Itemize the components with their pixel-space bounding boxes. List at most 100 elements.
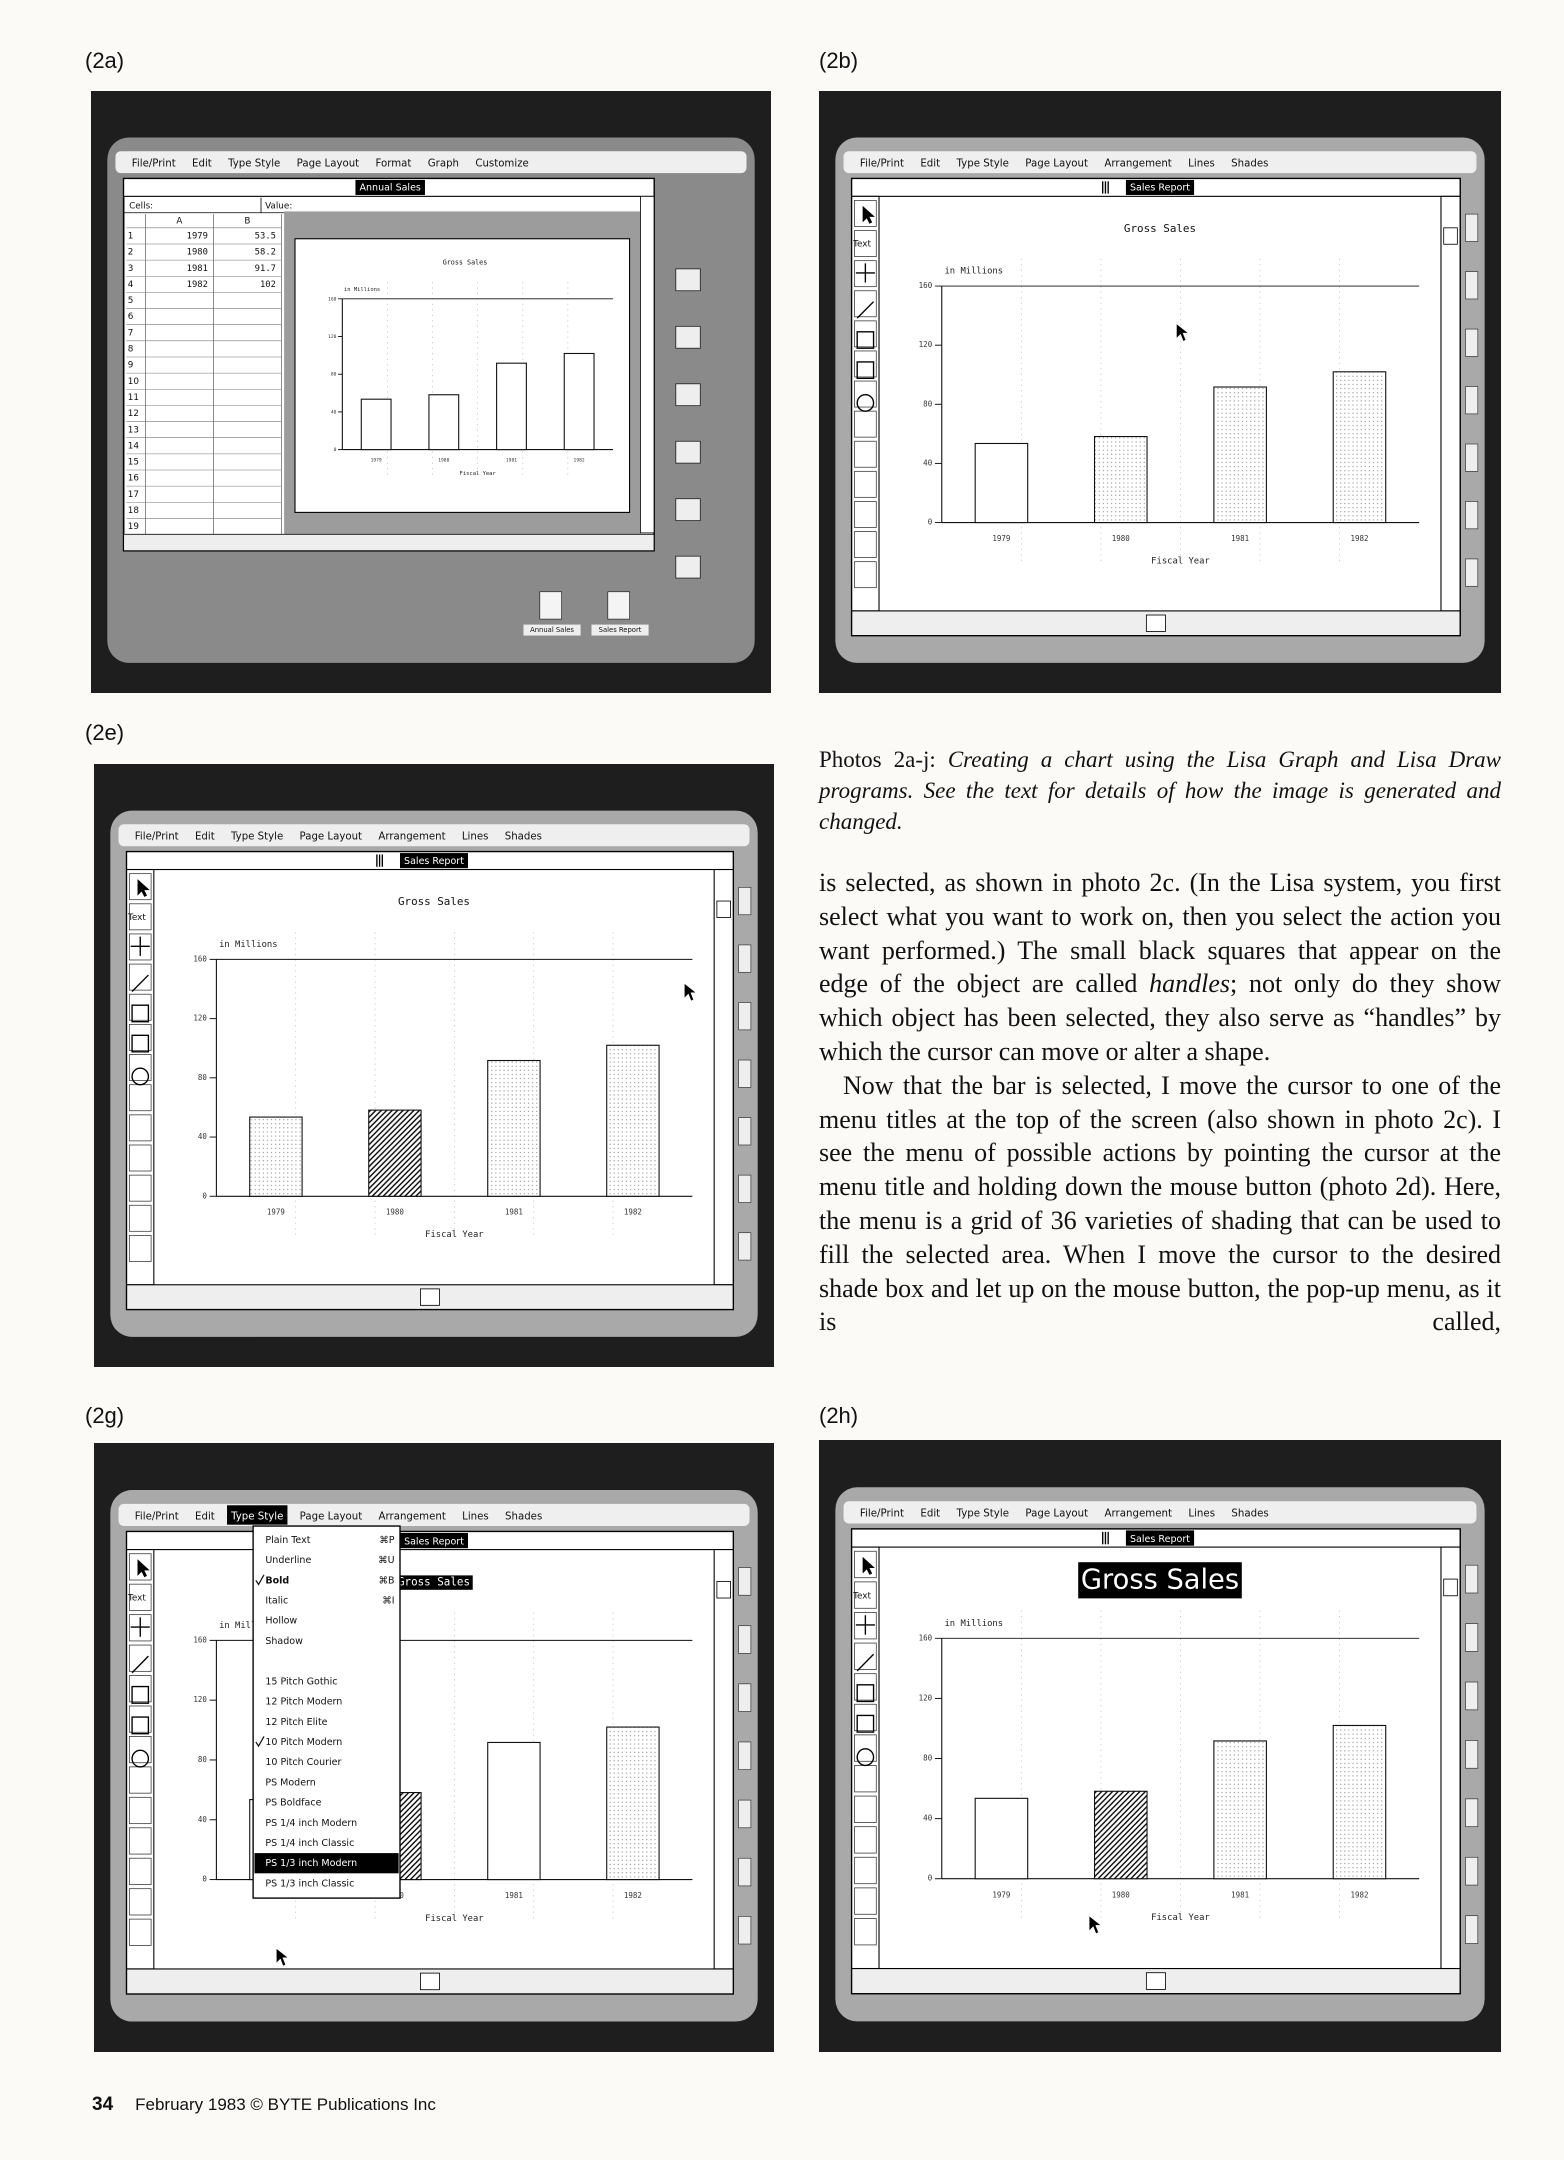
title-box [399, 1532, 469, 1549]
menu-shortcut: ⌘I [382, 1595, 394, 1606]
x-tick-label: 1981 [1231, 1890, 1249, 1899]
cell: 53.5 [255, 232, 276, 242]
menu-item: Italic [265, 1595, 288, 1606]
bar [1332, 1724, 1387, 1880]
tool [854, 470, 877, 498]
tool [128, 1705, 152, 1733]
desktop-icon [1465, 1740, 1479, 1769]
tool [128, 1084, 152, 1112]
tool [854, 1703, 877, 1732]
x-tick-label: 1979 [371, 457, 382, 463]
scroll-bar [640, 195, 655, 534]
chart-title: Gross Sales [1081, 1563, 1239, 1595]
tool-icon [137, 879, 150, 897]
chart-title: Gross Sales [398, 1576, 470, 1589]
y-tick-label: 160 [919, 281, 933, 290]
menu-item: 10 Pitch Modern [265, 1737, 342, 1748]
bar [360, 398, 392, 451]
menu-shortcut: ⌘P [379, 1535, 394, 1546]
row-number: 14 [128, 441, 140, 451]
tool [128, 1204, 152, 1232]
tool [854, 230, 877, 257]
menu-bar [115, 151, 747, 174]
text: ; not only do they show which object has… [819, 969, 1501, 1066]
tool [128, 1144, 152, 1172]
tool [128, 1583, 152, 1611]
paragraph: is selected, as shown in photo 2c. (In t… [819, 866, 1501, 1069]
cell: 1981 [187, 264, 208, 274]
window-title: Sales Report [404, 856, 464, 867]
menu-item: 15 Pitch Gothic [265, 1676, 337, 1687]
menu-item: PS 1/4 inch Modern [265, 1818, 357, 1829]
icon-label: Sales Report [599, 626, 642, 634]
x-tick-label: 1981 [506, 457, 517, 463]
menu-item: PS Modern [265, 1777, 315, 1788]
tool-icon [131, 1067, 150, 1086]
value-label: Value: [265, 201, 292, 211]
y-tick-label: 120 [193, 1695, 207, 1704]
row-number: 11 [128, 393, 139, 403]
photo: File/Print Edit Type Style Page Layout Arran… [94, 1443, 774, 2052]
desktop-icon [1465, 271, 1479, 300]
menu-item: 10 Pitch Courier [265, 1757, 341, 1768]
menu-title: Lines [1188, 158, 1215, 170]
menu-title: File/Print [860, 158, 904, 170]
desktop-icon [738, 1857, 752, 1887]
menu-title: File/Print [860, 1508, 904, 1520]
column-header: A [176, 216, 182, 226]
x-tick-label: 1980 [438, 457, 449, 463]
page-number: 34 [92, 2094, 114, 2115]
bar [1093, 1790, 1148, 1880]
title-highlight [1078, 1562, 1242, 1599]
tool [854, 1826, 877, 1854]
row-number: 5 [128, 296, 134, 306]
x-tick-label: 1981 [505, 1208, 523, 1217]
bar [496, 362, 527, 451]
y-axis-label: in Millions [344, 287, 380, 293]
cell: 1979 [187, 232, 208, 242]
tool [128, 1827, 152, 1855]
title-box [1125, 1530, 1195, 1546]
x-axis-label: Fiscal Year [425, 1230, 483, 1240]
menu-title: Type Style [227, 158, 280, 169]
y-tick-label: 40 [198, 1132, 207, 1141]
row-number: 15 [128, 458, 139, 468]
tool [854, 1642, 877, 1670]
desktop-icon [1465, 1564, 1479, 1594]
bar [974, 442, 1029, 524]
scroll-box [1145, 1972, 1166, 1990]
menu-item: Shadow [265, 1636, 303, 1647]
menu-title: Edit [920, 1508, 940, 1520]
desktop-icon [1465, 501, 1479, 530]
scroll-box [716, 900, 731, 918]
desktop-icon [738, 1625, 752, 1654]
desktop-icon [539, 591, 562, 620]
menu-highlight [227, 1505, 288, 1525]
bar [249, 1116, 303, 1197]
menu-item: Bold [265, 1575, 289, 1586]
item-highlight [254, 1853, 399, 1874]
tool [128, 1918, 152, 1946]
tool-icon [137, 1559, 150, 1578]
bar [1213, 386, 1267, 524]
y-tick-label: 120 [328, 334, 337, 340]
tool [854, 440, 877, 468]
y-tick-label: 0 [928, 518, 933, 527]
tool [854, 350, 877, 378]
x-tick-label: 1982 [624, 1208, 642, 1217]
tool [854, 410, 877, 438]
photo: File/Print Edit Type Style Page Layout Forma… [91, 91, 771, 693]
menu-item: 12 Pitch Modern [265, 1697, 342, 1708]
row-number: 3 [128, 264, 134, 274]
photo: File/Print Edit Type Style Page Layout Arran… [819, 1440, 1501, 2052]
tool [854, 1795, 877, 1823]
photo-label: (2g) [85, 1403, 125, 1428]
tool-icon [131, 1749, 150, 1768]
tool [128, 1023, 152, 1051]
desktop-icon [738, 1741, 752, 1770]
cell: 1982 [187, 280, 208, 290]
cursor [1176, 322, 1190, 342]
desktop-icon [675, 498, 701, 522]
menu-title: Page Layout [300, 1510, 363, 1522]
x-tick-label: 1980 [386, 1208, 404, 1217]
